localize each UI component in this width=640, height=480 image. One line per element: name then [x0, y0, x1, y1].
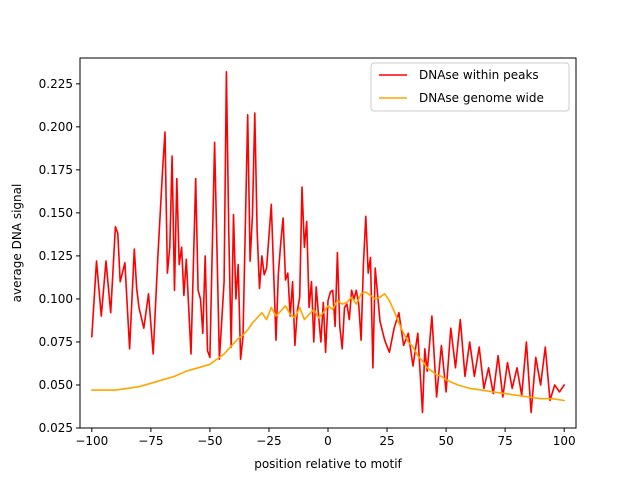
y-tick-label: 0.025	[39, 421, 73, 435]
x-tick-label: 75	[498, 434, 513, 448]
legend: DNAse within peaks DNAse genome wide	[370, 62, 570, 112]
y-tick-label: 0.150	[39, 206, 73, 220]
y-tick-label: 0.175	[39, 163, 73, 177]
y-tick-label: 0.225	[39, 77, 73, 91]
y-axis-label: average DNA signal	[10, 184, 24, 303]
legend-label-peaks: DNAse within peaks	[419, 68, 539, 82]
y-axis: 0.025 0.050 0.075 0.100 0.125 0.150 0.175 0.200…	[39, 77, 80, 435]
x-tick-label: −100	[75, 434, 108, 448]
series-line-genome-wide	[91, 291, 566, 402]
x-tick-label: −50	[197, 434, 222, 448]
series-layer	[91, 71, 566, 414]
y-tick-label: 0.200	[39, 120, 73, 134]
x-axis: −100 −75 −50 −25 0 25 50 75 100	[75, 428, 576, 448]
x-tick-label: 0	[324, 434, 332, 448]
legend-label-genome: DNAse genome wide	[419, 91, 544, 105]
x-tick-label: 100	[553, 434, 576, 448]
y-tick-label: 0.125	[39, 249, 73, 263]
x-tick-label: −25	[256, 434, 281, 448]
x-tick-label: 50	[438, 434, 453, 448]
y-tick-label: 0.075	[39, 335, 73, 349]
x-tick-label: −75	[138, 434, 163, 448]
legend-frame	[370, 62, 570, 112]
plot-background	[80, 58, 576, 428]
y-tick-label: 0.050	[39, 378, 73, 392]
y-tick-label: 0.100	[39, 292, 73, 306]
x-tick-label: 25	[379, 434, 394, 448]
series-line-within-peaks	[91, 71, 566, 414]
x-axis-label: position relative to motif	[254, 457, 402, 471]
